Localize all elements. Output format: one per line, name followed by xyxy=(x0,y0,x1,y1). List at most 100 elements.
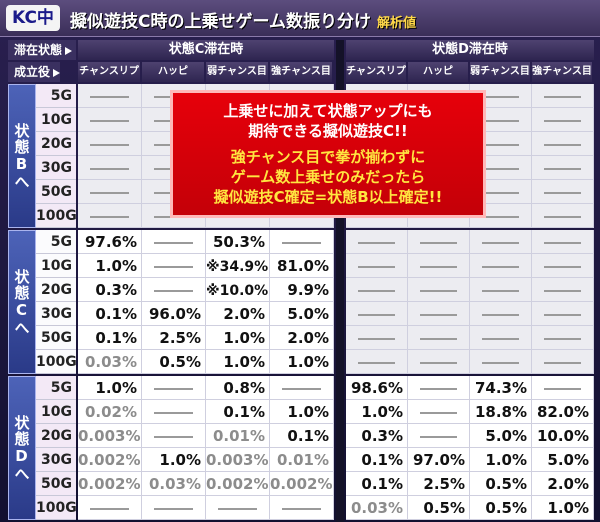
dash-mark xyxy=(544,337,581,340)
cell-value: 1.0% xyxy=(361,403,403,421)
dash-mark xyxy=(358,361,395,364)
cell-value: 0.002% xyxy=(270,475,333,493)
table-cell: 0.3% xyxy=(78,278,142,302)
cell-value: 0.5% xyxy=(485,475,527,493)
table-cell-empty xyxy=(78,204,142,228)
cell-value: 18.8% xyxy=(474,403,527,421)
table-cell-empty xyxy=(408,230,470,254)
page-title: 擬似遊技C時の上乗せゲーム数振り分け 解析値 xyxy=(70,7,416,32)
table-cell-empty xyxy=(142,376,206,400)
title-bar: KC中 擬似遊技C時の上乗せゲーム数振り分け 解析値 xyxy=(0,0,600,37)
dash-mark xyxy=(218,507,257,510)
cell-value: 1.0% xyxy=(223,329,265,347)
cell-value: 0.01% xyxy=(276,451,329,469)
table-cell-empty xyxy=(206,496,270,520)
table-cell: 1.0% xyxy=(532,496,594,520)
arrow-right-icon xyxy=(53,68,61,77)
table-cell: 0.002% xyxy=(78,472,142,496)
callout-box: 上乗せに加えて状態アップにも 期待できる擬似遊技C!! 強チャンス目で拳が揃わずにゲ… xyxy=(170,90,486,218)
table-cell: 0.01% xyxy=(270,448,334,472)
callout-line: 期待できる擬似遊技C!! xyxy=(248,122,408,140)
dash-mark xyxy=(90,215,129,218)
table-cell-empty xyxy=(142,400,206,424)
table-cell: 0.03% xyxy=(142,472,206,496)
table-cell-empty xyxy=(532,302,594,326)
table-cell-empty xyxy=(346,302,408,326)
row-label: 5G xyxy=(36,230,76,254)
cell-value: 10.0% xyxy=(536,427,589,445)
row-label: 50G xyxy=(36,180,76,204)
table-cell: 0.5% xyxy=(470,472,532,496)
row-label: 10G xyxy=(36,400,76,424)
table-cell: 0.1% xyxy=(78,326,142,350)
group-label: 状態Bへ xyxy=(8,84,36,228)
table-cell: 0.1% xyxy=(346,472,408,496)
table-cell: 2.5% xyxy=(142,326,206,350)
row-label: 10G xyxy=(36,108,76,132)
table-cell-empty xyxy=(78,84,142,108)
cell-value: 0.1% xyxy=(287,427,329,445)
dash-mark xyxy=(482,143,519,146)
row-label: 20G xyxy=(36,278,76,302)
cell-value: 0.003% xyxy=(206,451,269,469)
table-cell-empty xyxy=(408,278,470,302)
dash-mark xyxy=(282,387,321,390)
arrow-right-icon xyxy=(65,46,73,55)
table-cell-empty xyxy=(270,376,334,400)
row-label: 50G xyxy=(36,472,76,496)
row-label: 20G xyxy=(36,424,76,448)
table-cell-empty xyxy=(532,108,594,132)
cell-value: 0.5% xyxy=(423,499,465,517)
cell-value: 74.3% xyxy=(474,379,527,397)
cell-value: 0.1% xyxy=(95,329,137,347)
table-cell-empty xyxy=(470,350,532,374)
dash-mark xyxy=(544,387,581,390)
dash-mark xyxy=(544,143,581,146)
cell-value: 0.03% xyxy=(350,499,403,517)
cell-value: 5.0% xyxy=(485,427,527,445)
dash-mark xyxy=(482,119,519,122)
table-cell-empty xyxy=(408,350,470,374)
table-cell-empty xyxy=(532,230,594,254)
cell-value: 0.5% xyxy=(159,353,201,371)
table-cell: 0.1% xyxy=(78,302,142,326)
cell-value: 0.1% xyxy=(361,475,403,493)
table-cell: 0.5% xyxy=(408,496,470,520)
dash-mark xyxy=(154,289,193,292)
table-cell-empty xyxy=(408,424,470,448)
cell-value: 0.002% xyxy=(78,475,141,493)
cell-value: 97.0% xyxy=(412,451,465,469)
dash-mark xyxy=(482,337,519,340)
table-cell-empty xyxy=(532,84,594,108)
group-header-d: 状態D滞在時 xyxy=(346,40,594,60)
table-cell-empty xyxy=(470,278,532,302)
cell-value: 0.02% xyxy=(84,403,137,421)
callout-line: 上乗せに加えて状態アップにも xyxy=(223,102,433,120)
column-header: チャンスリプ xyxy=(78,62,140,82)
row-label: 20G xyxy=(36,132,76,156)
table-cell: 1.0% xyxy=(78,376,142,400)
table-cell: 1.0% xyxy=(206,350,270,374)
dash-mark xyxy=(90,95,129,98)
table-cell: 1.0% xyxy=(270,350,334,374)
table-cell: 0.01% xyxy=(206,424,270,448)
table-cell-empty xyxy=(532,132,594,156)
cell-value: 1.0% xyxy=(547,499,589,517)
cell-value: 81.0% xyxy=(276,257,329,275)
table-cell-empty xyxy=(532,180,594,204)
dash-mark xyxy=(544,191,581,194)
dash-mark xyxy=(358,337,395,340)
cell-value: 0.002% xyxy=(206,475,269,493)
dash-mark xyxy=(282,241,321,244)
cell-value: 50.3% xyxy=(212,233,265,251)
column-header: ハッピ xyxy=(142,62,204,82)
table-cell-empty xyxy=(78,108,142,132)
dash-mark xyxy=(482,167,519,170)
dash-mark xyxy=(420,387,457,390)
kc-badge: KC中 xyxy=(6,5,60,31)
table-cell: 0.003% xyxy=(206,448,270,472)
dash-mark xyxy=(544,119,581,122)
table-cell-empty xyxy=(408,326,470,350)
cell-value: 0.3% xyxy=(361,427,403,445)
table-cell: 1.0% xyxy=(78,254,142,278)
